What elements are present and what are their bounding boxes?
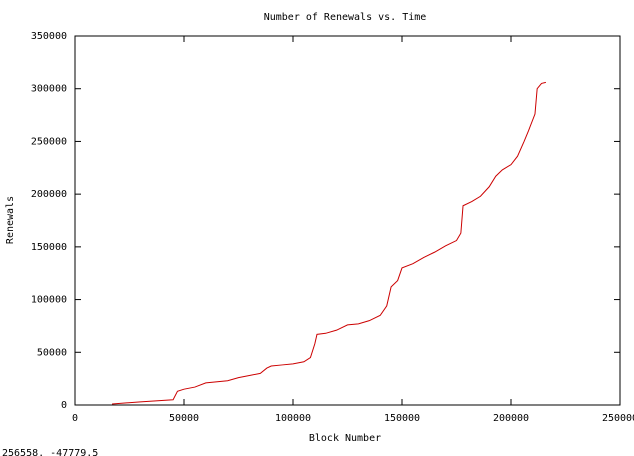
status-text: 256558, -47779.5 xyxy=(2,448,98,456)
x-tick-label: 150000 xyxy=(384,413,420,424)
x-tick-label: 200000 xyxy=(493,413,529,424)
x-axis-label: Block Number xyxy=(309,433,381,444)
x-tick-label: 0 xyxy=(72,413,78,424)
y-tick-label: 50000 xyxy=(37,347,67,358)
y-tick-label: 350000 xyxy=(31,31,67,42)
y-tick-label: 100000 xyxy=(31,295,67,306)
y-tick-label: 0 xyxy=(61,400,67,411)
x-tick-label: 50000 xyxy=(169,413,199,424)
plot-frame xyxy=(74,35,621,406)
y-tick-label: 150000 xyxy=(31,242,67,253)
y-axis-label: Renewals xyxy=(5,196,16,244)
y-tick-label: 200000 xyxy=(31,189,67,200)
chart-title: Number of Renewals vs. Time xyxy=(264,12,427,23)
x-tick-label: 250000 xyxy=(602,413,634,424)
x-tick-label: 100000 xyxy=(275,413,311,424)
y-tick-label: 300000 xyxy=(31,84,67,95)
y-tick-label: 250000 xyxy=(31,136,67,147)
data-line xyxy=(112,81,546,405)
